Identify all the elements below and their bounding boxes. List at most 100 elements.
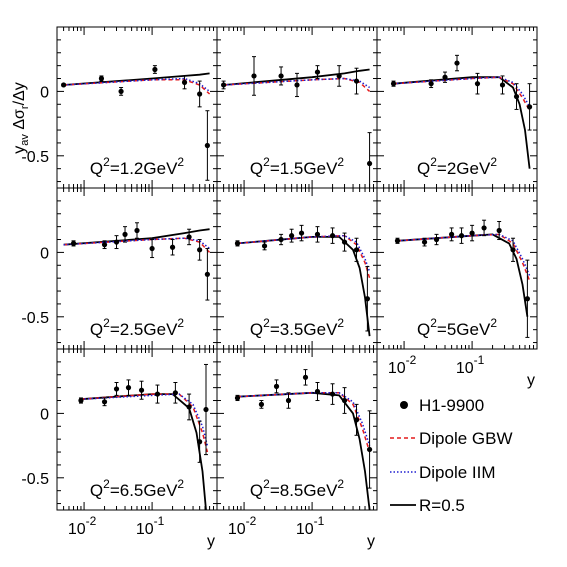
curve-gbw [397, 233, 531, 281]
data-point [251, 73, 257, 79]
q2-value: =6.5GeV [110, 481, 178, 500]
q2-sup: 2 [337, 477, 344, 491]
panel-curves [63, 222, 211, 301]
curve-gbw [63, 237, 211, 253]
q2-label: Q2=1.2GeV2 [90, 155, 185, 178]
data-point [60, 82, 67, 88]
curve-iim [397, 233, 531, 276]
y-tick-label: -0.5 [21, 149, 49, 166]
x-tick-exponent: -2 [406, 353, 417, 367]
q2-label: Q2=3.5GeV2 [250, 316, 345, 339]
q2-label: Q2=2.5GeV2 [90, 316, 185, 339]
data-point [258, 401, 265, 407]
panel-5: Q2=3.5GeV2 [216, 187, 378, 350]
q2-sup: 2 [490, 316, 497, 330]
curve-gbw [237, 392, 371, 453]
data-point [481, 225, 487, 231]
data-point [122, 231, 128, 237]
curve-iim [223, 77, 371, 89]
q2-value: =8.5GeV [270, 481, 338, 500]
data-point [169, 244, 176, 250]
x-tick-exponent: -2 [246, 514, 257, 528]
data-point [353, 247, 360, 253]
data-point [181, 79, 188, 85]
data-point [113, 386, 120, 392]
data-point [273, 383, 280, 389]
legend: H1-9900 Dipole GBW Dipole IIM R=0.5 [390, 396, 513, 515]
data-point [364, 296, 370, 302]
q2-sup: 2 [430, 316, 437, 330]
panel-curves [390, 54, 533, 169]
q2-sup: 2 [103, 477, 110, 491]
x-tick-base: 10 [388, 360, 406, 377]
data-point [366, 160, 373, 167]
data-point [513, 93, 520, 100]
q2-sup: 2 [177, 155, 184, 169]
x-tick-label: 10-2 [388, 353, 417, 377]
x-tick-base: 10 [68, 521, 86, 538]
y-axis-label: yav Δσr/Δy [11, 82, 31, 153]
q2-label: Q2=1.5GeV2 [250, 155, 345, 178]
x-tick-base: 10 [136, 521, 154, 538]
x-tick-label: 10-1 [456, 353, 485, 377]
curve-r05 [393, 76, 531, 169]
legend-marker [400, 401, 408, 409]
data-point [496, 227, 502, 234]
data-point [366, 446, 373, 453]
x-tick-base: 10 [456, 360, 474, 377]
data-point [138, 387, 145, 393]
q2-base: Q [90, 320, 103, 339]
data-point [458, 233, 465, 239]
q2-label: Q2=8.5GeV2 [250, 477, 345, 500]
q2-value: =2.5GeV [110, 320, 178, 339]
q2-sup: 2 [263, 477, 270, 491]
data-point [278, 73, 284, 79]
q2-value: =1.2GeV [110, 159, 178, 178]
data-point [186, 234, 192, 240]
data-point [289, 233, 295, 239]
data-point [154, 391, 161, 397]
panel-curves [60, 65, 211, 181]
q2-label: Q2=6.5GeV2 [90, 477, 185, 500]
q2-value: =3.5GeV [270, 320, 338, 339]
curve-iim [63, 77, 211, 92]
panel-3: Q2=2GeV2 [376, 26, 538, 189]
x-tick-label: 10-2 [68, 514, 97, 538]
y-tick-label: -0.5 [21, 471, 49, 488]
data-point [336, 73, 342, 79]
x-tick-exponent: -1 [474, 353, 485, 367]
data-point [428, 81, 434, 87]
q2-label: Q2=2GeV2 [417, 155, 497, 178]
x-tick-label: 10-1 [136, 514, 165, 538]
data-point [172, 390, 178, 396]
legend-label: R=0.5 [419, 496, 465, 515]
data-point [421, 239, 428, 245]
data-point [234, 240, 241, 246]
panel-curves [234, 369, 373, 510]
q2-base: Q [250, 159, 263, 178]
legend-label: Dipole IIM [419, 463, 496, 482]
curve-gbw [223, 77, 371, 92]
q2-base: Q [417, 159, 430, 178]
data-point [314, 388, 321, 395]
x-tick-base: 10 [228, 521, 246, 538]
data-point [204, 142, 210, 149]
data-point [526, 104, 533, 110]
curve-gbw [237, 234, 371, 279]
data-point [98, 75, 105, 82]
curve-gbw [63, 79, 211, 95]
data-point [149, 245, 155, 252]
q2-base: Q [250, 320, 263, 339]
q2-value: =5GeV [437, 320, 491, 339]
data-point [134, 227, 140, 234]
x-tick-label: 10-1 [296, 514, 325, 538]
data-point [499, 82, 506, 88]
curve-iim [63, 237, 211, 250]
curve-r05 [63, 228, 210, 246]
panel-curves [78, 363, 209, 510]
data-point [524, 296, 530, 302]
panel-curves [394, 219, 531, 338]
